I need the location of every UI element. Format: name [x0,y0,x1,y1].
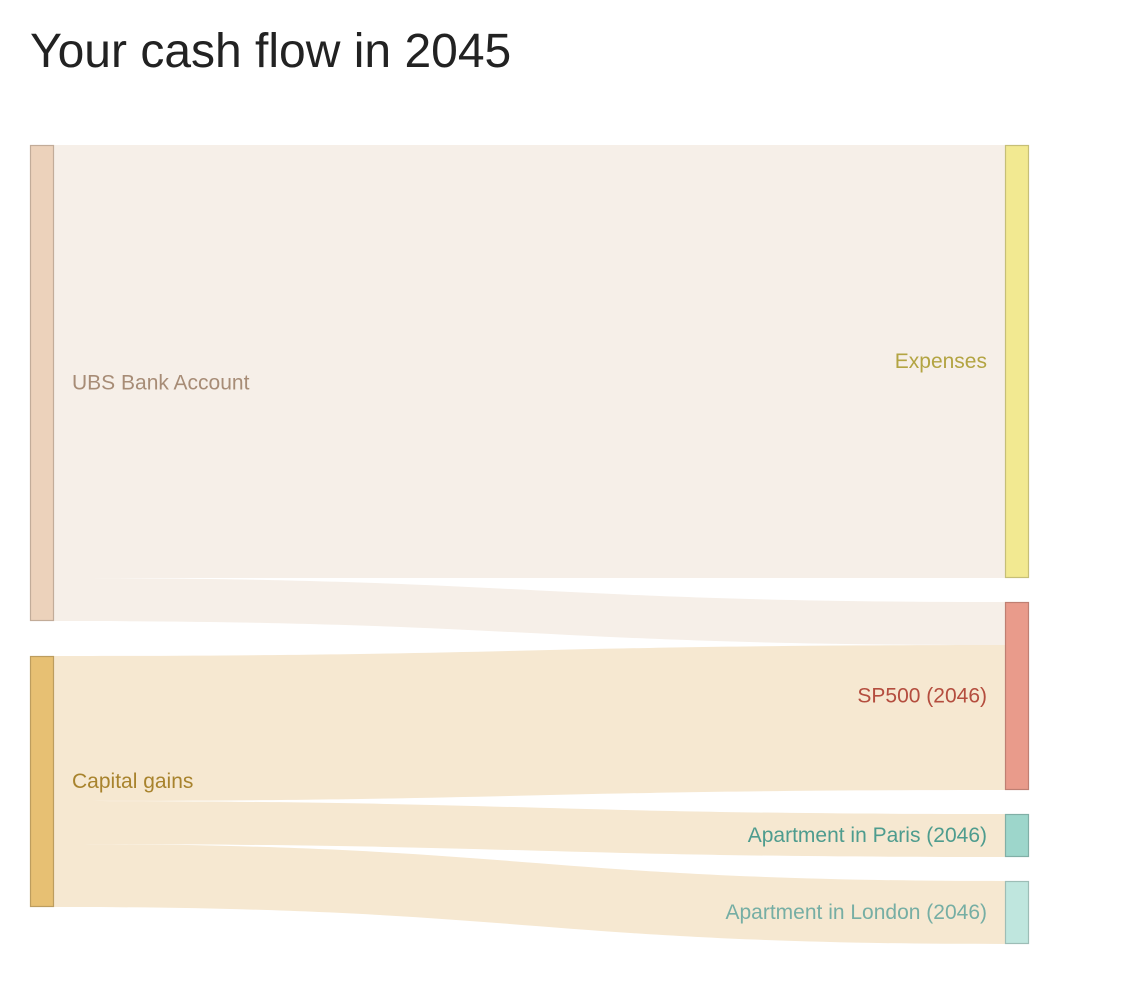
label-apartment-in-london-2046: Apartment in London (2046) [725,901,987,924]
label-sp500-2046: SP500 (2046) [857,685,987,708]
flow-capital-to-sp500 [54,645,1005,801]
node-sp500-2046[interactable] [1004,601,1030,791]
node-capital-gains[interactable] [29,655,55,908]
label-apartment-in-paris-2046: Apartment in Paris (2046) [748,824,987,847]
label-expenses: Expenses [895,350,987,373]
flow-capital-to-paris [54,801,1005,857]
node-labels: UBS Bank Account Capital gains Expenses SP5… [72,350,987,924]
label-capital-gains: Capital gains [72,770,193,793]
node-ubs-bank-account[interactable] [29,144,55,622]
flow-nodes [29,144,1030,945]
label-ubs-bank-account: UBS Bank Account [72,372,250,395]
flow-ubs-to-expenses [54,145,1005,578]
node-apartment-in-london-2046[interactable] [1004,880,1030,945]
flow-ubs-to-sp500 [54,578,1005,645]
flow-capital-to-london [54,844,1005,944]
node-expenses[interactable] [1004,144,1030,579]
page-title: Your cash flow in 2045 [30,25,512,78]
flow-links [54,145,1005,944]
node-apartment-in-paris-2046[interactable] [1004,813,1030,858]
